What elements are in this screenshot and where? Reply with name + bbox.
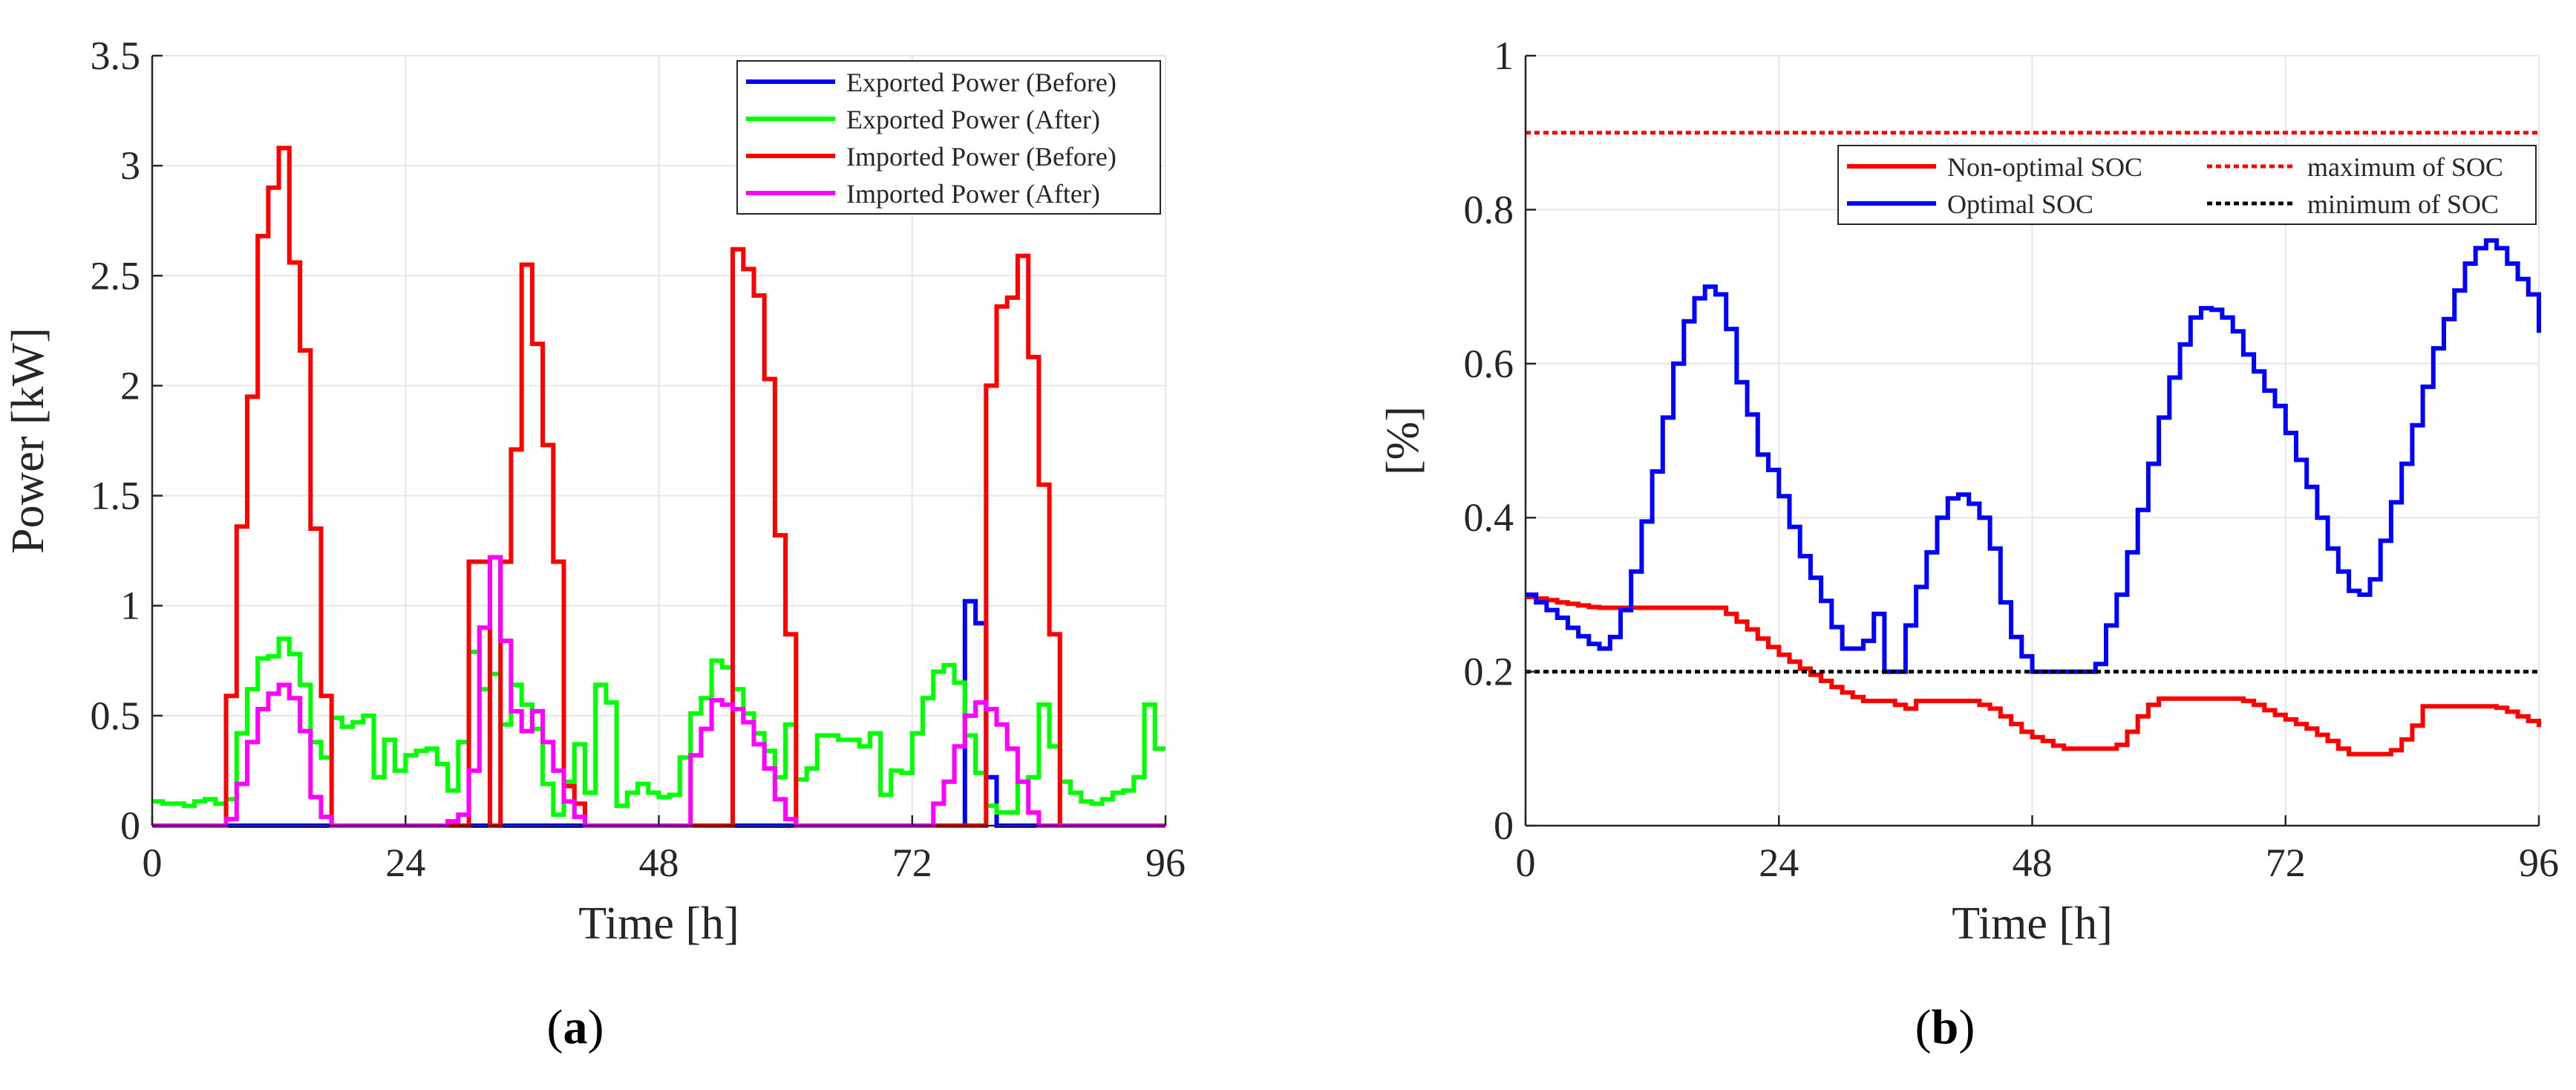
chart-panel-b: 0 24 48 72 96 0 0.2 0.4 0.6 0.8 1 Time [h] [%] Non-op… <box>1378 33 2559 1054</box>
panel-caption: (b) <box>1915 1000 1975 1054</box>
chart-panel-a: 0 24 48 72 96 0 0.5 1 1.5 2 2.5 3 3.5 Time [h] Power [… <box>3 33 1186 1054</box>
y-tick-label: 0 <box>120 803 140 848</box>
y-axis-label: Power [kW] <box>3 327 53 554</box>
y-tick-label: 0.2 <box>1464 650 1514 694</box>
x-tick-label: 0 <box>1516 841 1536 885</box>
y-tick-label: 3.5 <box>91 33 141 78</box>
y-tick-label: 3 <box>120 143 140 188</box>
y-axis-label: [%] <box>1378 406 1428 475</box>
x-axis-label: Time [h] <box>1952 898 2112 949</box>
series-line-2 <box>1526 238 2541 674</box>
legend-box <box>736 60 1161 215</box>
legend-label: Imported Power (After) <box>846 179 1100 209</box>
x-tick-label: 24 <box>1759 841 1799 885</box>
x-tick-label: 48 <box>639 841 679 885</box>
legend-label: Exported Power (After) <box>846 105 1100 134</box>
legend-label: Exported Power (Before) <box>846 68 1117 97</box>
y-tick-label: 1.5 <box>91 474 141 518</box>
y-tick-label: 2 <box>120 363 140 408</box>
x-tick-label: 48 <box>2013 841 2053 885</box>
x-tick-label: 24 <box>385 841 425 885</box>
series-line-2 <box>152 636 1166 818</box>
panel-caption-letter: b <box>1932 1000 1959 1054</box>
legend-label: maximum of SOC <box>2307 152 2503 182</box>
panel-caption-letter: a <box>563 1000 588 1054</box>
panel-caption: (a) <box>547 1000 604 1054</box>
y-tick-label: 0.6 <box>1464 342 1514 386</box>
y-tick-label: 0.5 <box>91 694 141 738</box>
x-tick-label: 96 <box>2519 841 2559 885</box>
x-axis-label: Time [h] <box>578 898 739 949</box>
x-tick-label: 72 <box>2266 841 2306 885</box>
legend-label: Optimal SOC <box>1947 189 2093 219</box>
x-tick-label: 72 <box>892 841 932 885</box>
legend-box <box>1837 145 2537 225</box>
legend-label: Imported Power (Before) <box>846 142 1117 172</box>
y-tick-label: 0.4 <box>1464 495 1514 540</box>
x-tick-label: 0 <box>143 841 163 885</box>
x-tick-label: 96 <box>1145 841 1186 885</box>
y-tick-label: 2.5 <box>91 253 141 298</box>
y-tick-label: 0 <box>1494 803 1514 848</box>
legend-label: minimum of SOC <box>2307 189 2499 219</box>
y-tick-label: 1 <box>120 584 140 628</box>
y-tick-label: 0.8 <box>1464 187 1514 232</box>
legend-label: Non-optimal SOC <box>1947 152 2142 182</box>
y-tick-label: 1 <box>1494 33 1514 78</box>
series-line-1 <box>1526 595 2541 757</box>
